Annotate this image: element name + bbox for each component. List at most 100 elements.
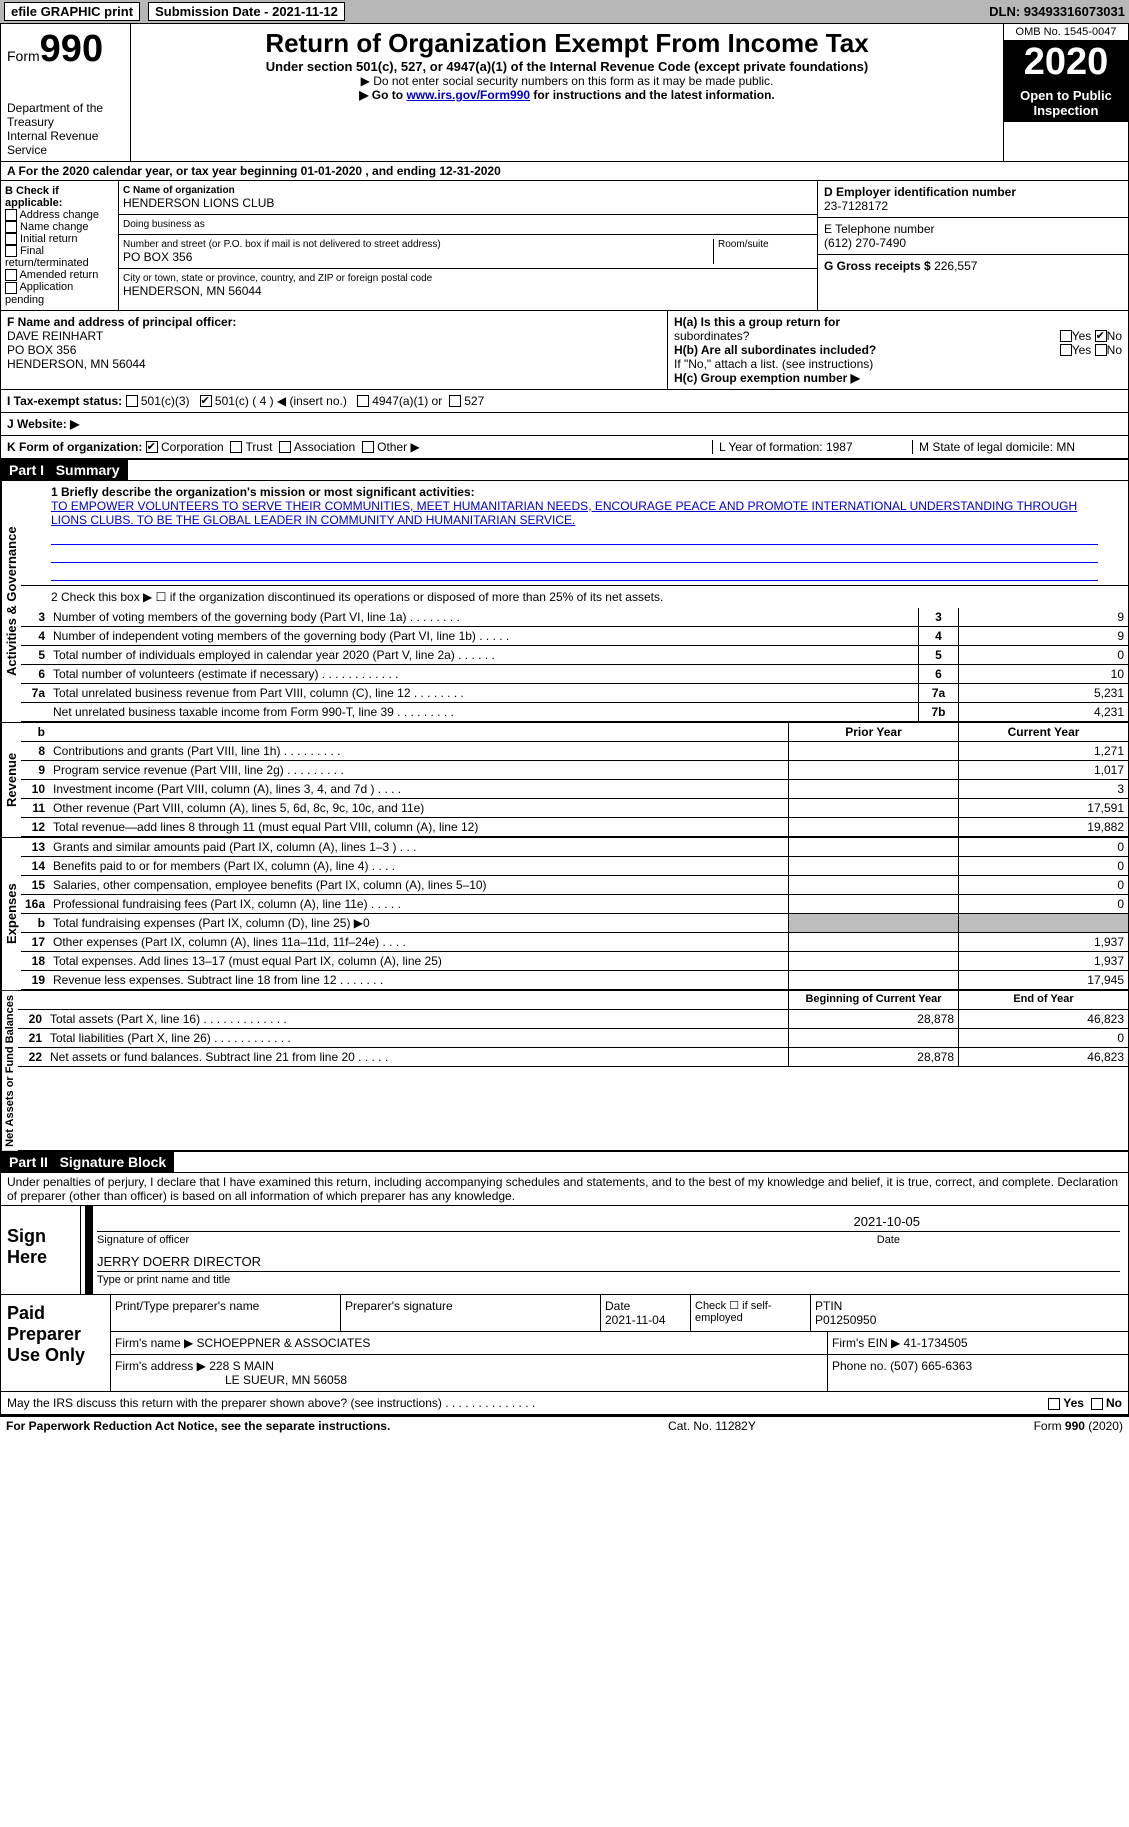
room-label: Room/suite <box>718 239 813 250</box>
state-domicile: M State of legal domicile: MN <box>912 440 1122 454</box>
sub3-post: for instructions and the latest informat… <box>530 88 775 102</box>
k-trust-cb[interactable] <box>230 441 242 453</box>
e-label: E Telephone number <box>824 222 935 236</box>
summary-line: 10Investment income (Part VIII, column (… <box>21 780 1128 799</box>
paid-h5: PTIN <box>815 1299 842 1313</box>
hc-label: H(c) Group exemption number ▶ <box>674 371 860 385</box>
footer-right: Form 990 (2020) <box>1034 1419 1123 1433</box>
phone: (612) 270-7490 <box>824 236 1122 250</box>
ha-yes: Yes <box>1072 329 1092 343</box>
firm-ein-lbl: Firm's EIN ▶ <box>832 1336 900 1350</box>
i-4947-cb[interactable] <box>357 395 369 407</box>
may-no: No <box>1106 1396 1122 1410</box>
summary-line: 11Other revenue (Part VIII, column (A), … <box>21 799 1128 818</box>
i-527-cb[interactable] <box>449 395 461 407</box>
section-f: F Name and address of principal officer:… <box>1 311 668 389</box>
summary-line: 12Total revenue—add lines 8 through 11 (… <box>21 818 1128 837</box>
f-label: F Name and address of principal officer: <box>7 315 236 329</box>
penalties-text: Under penalties of perjury, I declare th… <box>0 1173 1129 1206</box>
k-o1: Corporation <box>161 440 224 454</box>
ha-no: No <box>1107 329 1122 343</box>
sign-here: Sign Here <box>1 1206 81 1294</box>
b-option[interactable]: Address change <box>5 209 114 221</box>
ein: 23-7128172 <box>824 199 1122 213</box>
hdr-eoy: End of Year <box>958 991 1128 1009</box>
b-option[interactable]: Initial return <box>5 233 114 245</box>
form990-link[interactable]: www.irs.gov/Form990 <box>406 88 530 102</box>
summary-line: 15Salaries, other compensation, employee… <box>21 876 1128 895</box>
ha-sub: subordinates? <box>674 329 749 343</box>
officer-addr: PO BOX 356 <box>7 343 76 357</box>
mission-text: TO EMPOWER VOLUNTEERS TO SERVE THEIR COM… <box>51 499 1077 527</box>
paid-title: Paid Preparer Use Only <box>1 1295 111 1391</box>
sig-officer-lbl: Signature of officer <box>97 1234 189 1246</box>
subtitle-1: Under section 501(c), 527, or 4947(a)(1)… <box>135 59 999 74</box>
summary-line: Net unrelated business taxable income fr… <box>21 703 1128 722</box>
b-option[interactable]: Amended return <box>5 269 114 281</box>
hb-yes-cb[interactable] <box>1060 344 1072 356</box>
form-label: Form <box>7 48 40 64</box>
hdr-prior: Prior Year <box>788 723 958 741</box>
part1-hdr: Part I Summary <box>1 460 128 480</box>
may-yes-cb[interactable] <box>1048 1398 1060 1410</box>
may-no-cb[interactable] <box>1091 1398 1103 1410</box>
summary-line: 7aTotal unrelated business revenue from … <box>21 684 1128 703</box>
line-a: A For the 2020 calendar year, or tax yea… <box>0 161 1129 180</box>
section-b: B Check if applicable: Address change Na… <box>1 181 119 310</box>
i-501c-cb[interactable] <box>200 395 212 407</box>
topbar: efile GRAPHIC print Submission Date - 20… <box>0 0 1129 23</box>
efile-button[interactable]: efile GRAPHIC print <box>4 2 140 21</box>
b-option[interactable]: Application pending <box>5 281 114 305</box>
b-option[interactable]: Name change <box>5 221 114 233</box>
city: HENDERSON, MN 56044 <box>123 284 813 298</box>
i-o3: 4947(a)(1) or <box>372 394 442 408</box>
l1: 1 Briefly describe the organization's mi… <box>51 485 475 499</box>
may-irs-q: May the IRS discuss this return with the… <box>7 1396 535 1410</box>
summary-line: 16aProfessional fundraising fees (Part I… <box>21 895 1128 914</box>
hb-yes: Yes <box>1072 343 1092 357</box>
officer-city: HENDERSON, MN 56044 <box>7 357 146 371</box>
year-formation: L Year of formation: 1987 <box>712 440 912 454</box>
hdr-boy: Beginning of Current Year <box>788 991 958 1009</box>
form-header: Form990 Department of the Treasury Inter… <box>0 23 1129 161</box>
summary-line: 17Other expenses (Part IX, column (A), l… <box>21 933 1128 952</box>
open-to-public: Open to Public Inspection <box>1004 84 1128 122</box>
sig-date: 2021-10-05 <box>854 1214 921 1229</box>
ha-label: H(a) Is this a group return for <box>674 315 840 329</box>
i-o2: 501(c) ( 4 ) ◀ (insert no.) <box>215 394 347 408</box>
summary-line: 4Number of independent voting members of… <box>21 627 1128 646</box>
k-o3: Association <box>294 440 355 454</box>
hb-no: No <box>1107 343 1122 357</box>
paid-h4: Check ☐ if self-employed <box>691 1295 811 1331</box>
b-option[interactable]: Final return/terminated <box>5 245 114 269</box>
k-o2: Trust <box>246 440 273 454</box>
summary-line: 5Total number of individuals employed in… <box>21 646 1128 665</box>
phone-lbl: Phone no. <box>832 1359 887 1373</box>
paid-h2: Preparer's signature <box>341 1295 601 1331</box>
ptin: P01250950 <box>815 1313 876 1327</box>
side-expenses: Expenses <box>1 838 21 990</box>
k-assoc-cb[interactable] <box>279 441 291 453</box>
gross-receipts: 226,557 <box>934 259 977 273</box>
g-label: G Gross receipts $ <box>824 259 931 273</box>
main-title: Return of Organization Exempt From Incom… <box>135 28 999 59</box>
tax-year: 2020 <box>1004 41 1128 84</box>
footer-left: For Paperwork Reduction Act Notice, see … <box>6 1419 390 1433</box>
summary-line: 9Program service revenue (Part VIII, lin… <box>21 761 1128 780</box>
dept: Department of the Treasury Internal Reve… <box>7 71 124 157</box>
side-net: Net Assets or Fund Balances <box>1 991 18 1151</box>
hb-no-cb[interactable] <box>1095 344 1107 356</box>
main-info: B Check if applicable: Address change Na… <box>0 180 1129 311</box>
ha-yes-cb[interactable] <box>1060 330 1072 342</box>
k-o4: Other ▶ <box>377 440 420 454</box>
prep-phone: (507) 665-6363 <box>890 1359 972 1373</box>
k-corp-cb[interactable] <box>146 441 158 453</box>
i-label: I Tax-exempt status: <box>7 394 122 408</box>
k-other-cb[interactable] <box>362 441 374 453</box>
dln: DLN: 93493316073031 <box>989 4 1125 19</box>
ha-no-cb[interactable] <box>1095 330 1107 342</box>
date-lbl: Date <box>877 1234 900 1246</box>
form-number: 990 <box>40 28 103 70</box>
firm-addr-lbl: Firm's address ▶ <box>115 1359 206 1373</box>
i-501c3-cb[interactable] <box>126 395 138 407</box>
